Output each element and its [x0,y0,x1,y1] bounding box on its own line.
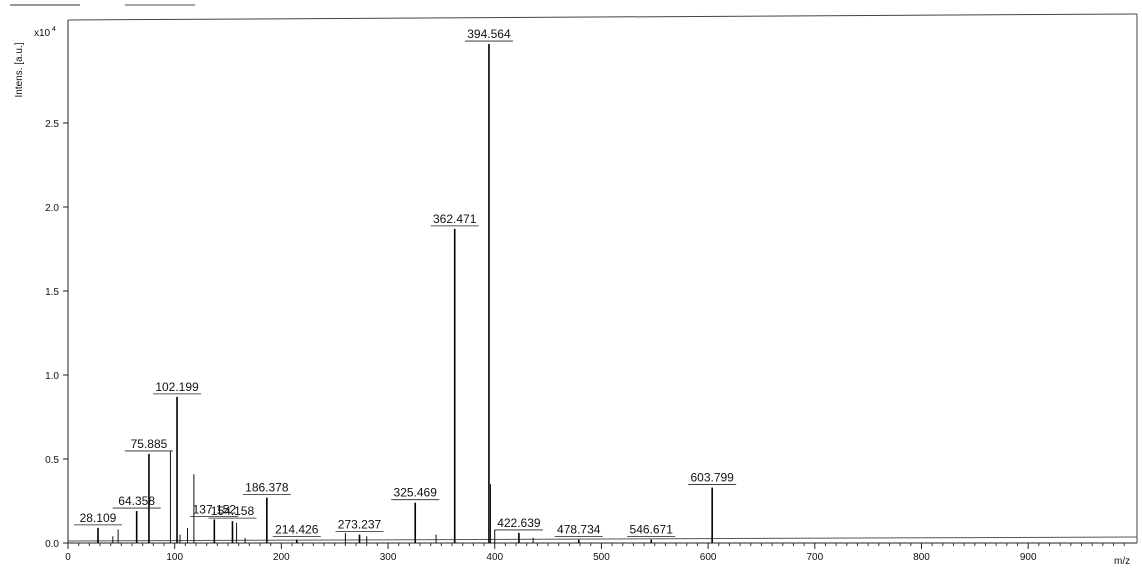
peak-label: 75.885 [131,437,168,451]
x-tick-label: 800 [913,552,930,563]
x-axis-label: m/z [1114,556,1130,567]
y-multiplier-label: x10 [34,28,51,39]
y-tick-label: 2.5 [45,119,59,130]
peak-label: 478.734 [557,523,601,537]
x-tick-label: 400 [486,552,503,563]
peak-label: 64.358 [118,494,155,508]
x-tick-label: 900 [1020,552,1037,563]
y-tick-label: 0.0 [45,539,59,550]
peak-label: 546.671 [630,523,674,537]
peak-label: 214.426 [275,523,319,537]
x-tick-label: 0 [65,552,71,563]
y-tick-label: 0.5 [45,455,59,466]
top-border-line [67,13,1138,21]
peak-label: 102.199 [155,380,199,394]
x-tick-label: 100 [166,552,183,563]
baseline-line [67,536,1138,542]
y-axis-label: Intens. [a.u.] [14,42,25,97]
x-tick-label: 300 [380,552,397,563]
y-multiplier-exponent: 4 [52,26,56,33]
noise-baseline [67,536,1138,542]
x-tick-label: 700 [806,552,823,563]
x-tick-label: 500 [593,552,610,563]
x-tick-label: 600 [700,552,717,563]
y-tick-label: 2.0 [45,203,59,214]
peak-label: 137.152 [193,502,237,516]
peak-series [97,44,713,543]
peak-label: 28.109 [80,511,117,525]
peak-label: 394.564 [467,27,511,41]
y-tick-label: 1.0 [45,371,59,382]
peak-label: 186.378 [245,481,289,495]
peak-label: 422.639 [497,516,541,530]
plot-frame [67,13,1138,544]
peak-label: 603.799 [690,471,734,485]
peak-label: 273.237 [338,518,382,532]
y-tick-label: 1.5 [45,287,59,298]
axis-ticks: 0.0 0.5 1.0 1.5 2.0 2.5 0 100 200 300 400 500 600 700… [45,119,1125,563]
peak-label: 362.471 [433,212,477,226]
x-tick-label: 200 [273,552,290,563]
peak-label: 154.158 [211,504,255,518]
peak-label: 325.469 [394,486,438,500]
